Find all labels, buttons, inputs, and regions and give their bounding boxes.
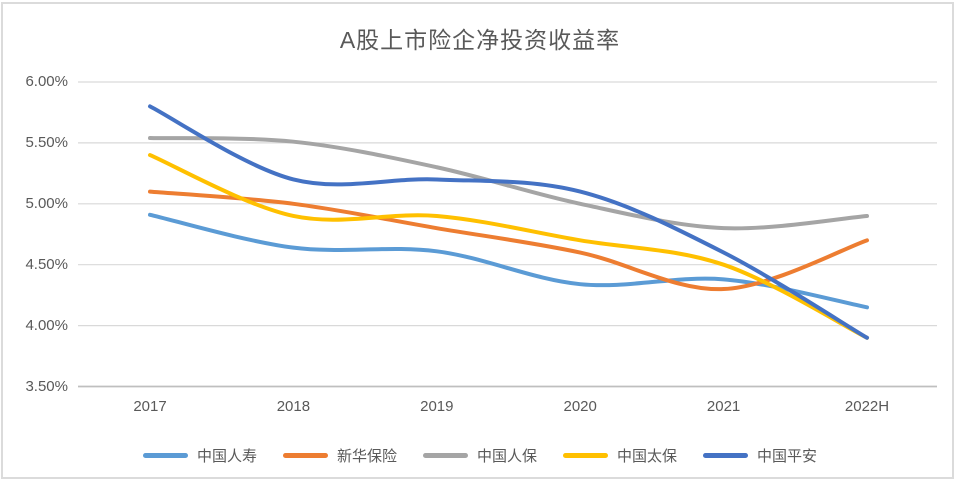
legend-label: 中国人寿 [196,447,257,465]
legend-line-swatch [703,452,749,458]
legend-item-新华保险[interactable]: 新华保险 [282,445,397,466]
chart-legend: 中国人寿 新华保险 中国人保 中国太保 中国平安 [0,442,960,468]
x-axis-label-2017: 2017 [133,398,167,415]
x-axis-label-2019: 2019 [420,398,454,415]
gridlines [78,81,937,388]
y-axis-tick-labels: 6.00% 5.50% 5.00% 4.50% 4.00% 3.50% [0,0,68,483]
legend-line-swatch [563,452,608,458]
y-axis-label: 4.00% [25,316,68,334]
legend-item-中国平安[interactable]: 中国平安 [703,445,817,466]
x-axis-label-2018: 2018 [276,398,311,415]
y-axis-label: 5.50% [25,133,68,151]
y-axis-label: 5.00% [25,194,68,212]
x-axis-label-2020: 2020 [563,398,597,415]
legend-label: 中国人保 [476,447,537,465]
series-line-中国太保 [148,153,869,340]
legend-line-swatch [282,452,328,458]
legend-line-swatch [422,452,468,458]
chart-title: A股上市险企净投资收益率 [339,27,621,53]
y-axis-label: 4.50% [25,255,68,273]
x-axis-label-2021: 2021 [706,398,741,415]
series-line-中国人保 [148,136,869,231]
legend-line-swatch [142,452,188,458]
legend-item-中国太保[interactable]: 中国太保 [563,445,677,466]
y-axis-label: 6.00% [25,73,68,90]
series-line-新华保险 [148,189,869,292]
legend-item-中国人保[interactable]: 中国人保 [422,445,537,466]
series-line-中国平安 [148,104,869,340]
legend-label: 中国平安 [757,447,818,465]
series-line-中国人寿 [148,212,869,310]
legend-label: 中国太保 [617,447,678,465]
x-axis-label-2022H: 2022H [844,398,890,415]
legend-label: 新华保险 [336,447,397,465]
legend-item-中国人寿[interactable]: 中国人寿 [142,445,257,466]
y-axis-label: 3.50% [25,377,68,395]
series-lines [148,104,869,340]
